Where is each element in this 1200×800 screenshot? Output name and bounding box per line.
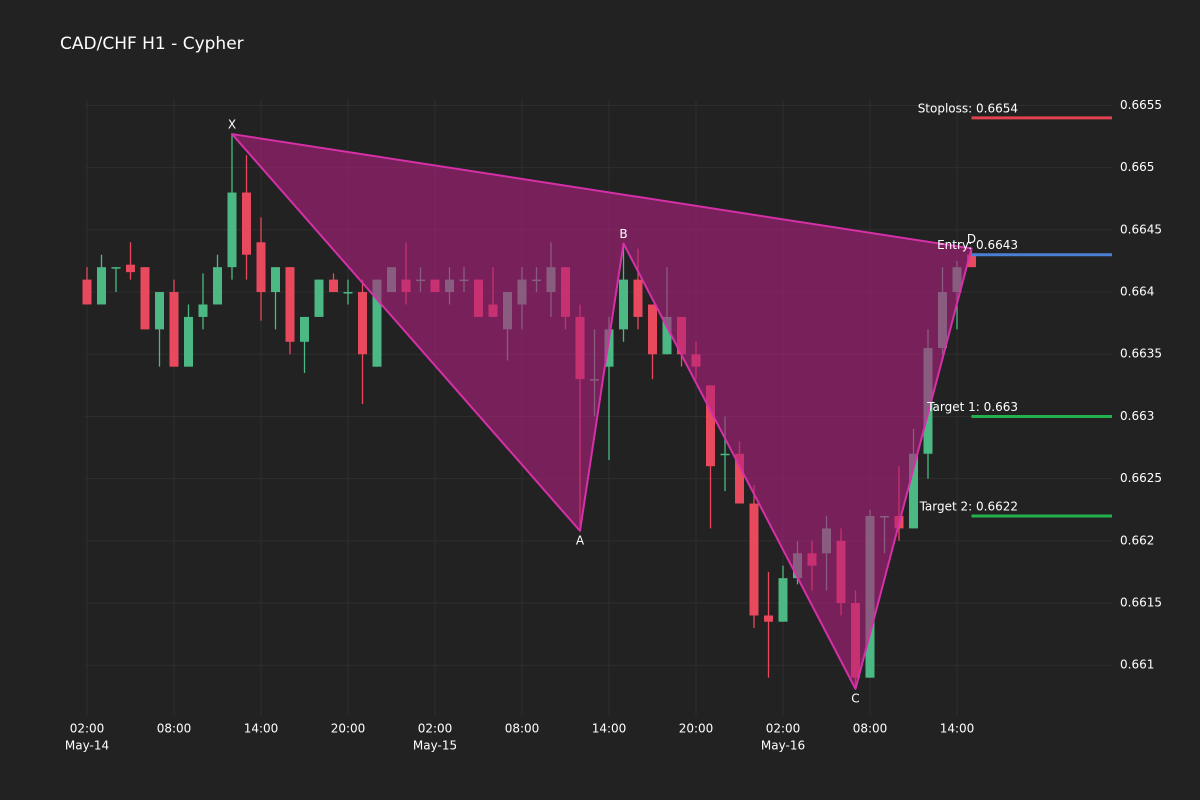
x-date-label: May-14 <box>65 739 109 753</box>
candle-body <box>169 292 179 367</box>
x-date-label: May-16 <box>761 739 805 753</box>
candle-body <box>329 279 338 293</box>
pattern-point-label: A <box>576 533 585 547</box>
level-label: Stoploss: 0.6654 <box>918 101 1018 115</box>
candle-body <box>97 267 106 305</box>
candle-body <box>213 267 222 305</box>
candle-body <box>126 264 135 273</box>
candle-body <box>184 316 193 367</box>
candle-body <box>764 615 773 622</box>
candle-body <box>967 254 976 268</box>
candle-body <box>778 578 788 622</box>
x-tick-label: 20:00 <box>679 722 714 736</box>
y-tick-label: 0.664 <box>1120 285 1154 299</box>
candle-body <box>358 292 367 355</box>
x-tick-label: 08:00 <box>157 722 192 736</box>
pattern-point-label: C <box>851 691 859 705</box>
candle-body <box>227 192 237 268</box>
candle-body <box>242 192 251 255</box>
candle-body <box>111 267 121 269</box>
y-tick-label: 0.665 <box>1120 160 1154 174</box>
candle-body <box>909 453 918 529</box>
candle-body <box>648 304 657 355</box>
x-tick-label: 14:00 <box>940 722 975 736</box>
candle-body <box>633 279 643 317</box>
pattern-point-label: X <box>228 118 236 132</box>
x-tick-label: 02:00 <box>70 722 105 736</box>
x-date-label: May-15 <box>413 739 457 753</box>
candle-body <box>155 292 164 330</box>
x-tick-label: 14:00 <box>592 722 627 736</box>
candle-body <box>604 329 614 367</box>
y-tick-label: 0.6615 <box>1120 596 1162 610</box>
y-tick-label: 0.661 <box>1120 658 1154 672</box>
candle-body <box>372 279 382 367</box>
x-tick-label: 08:00 <box>853 722 888 736</box>
candle-body <box>662 316 672 355</box>
candle-body <box>198 304 208 317</box>
y-tick-label: 0.6645 <box>1120 222 1162 236</box>
candle-body <box>720 453 730 456</box>
y-tick-label: 0.6625 <box>1120 471 1162 485</box>
y-tick-label: 0.6635 <box>1120 347 1162 361</box>
candle-body <box>256 242 266 293</box>
candle-body <box>82 279 92 305</box>
x-tick-label: 02:00 <box>766 722 801 736</box>
level-label: Target 2: 0.6622 <box>919 499 1018 513</box>
candle-body <box>271 267 280 293</box>
x-tick-label: 08:00 <box>505 722 540 736</box>
level-label: Entry: 0.6643 <box>937 238 1018 252</box>
candle-body <box>619 279 628 330</box>
pattern-point-label: B <box>619 227 627 241</box>
candle-body <box>343 292 353 294</box>
candle-body <box>314 279 324 317</box>
candle-body <box>140 267 150 330</box>
y-tick-label: 0.663 <box>1120 409 1154 423</box>
y-tick-label: 0.662 <box>1120 533 1154 547</box>
candle-body <box>706 385 715 467</box>
x-tick-label: 02:00 <box>418 722 453 736</box>
candle-body <box>749 503 759 616</box>
x-tick-label: 14:00 <box>244 722 279 736</box>
x-tick-label: 20:00 <box>331 722 366 736</box>
pattern-area <box>231 133 973 690</box>
level-label: Target 1: 0.663 <box>926 400 1018 414</box>
candle-body <box>300 316 309 342</box>
candle-body <box>285 267 295 342</box>
pattern-point-label: D <box>967 232 976 246</box>
candle-body <box>735 453 744 504</box>
chart-title: CAD/CHF H1 - Cypher <box>60 34 244 54</box>
y-tick-label: 0.6655 <box>1120 98 1162 112</box>
